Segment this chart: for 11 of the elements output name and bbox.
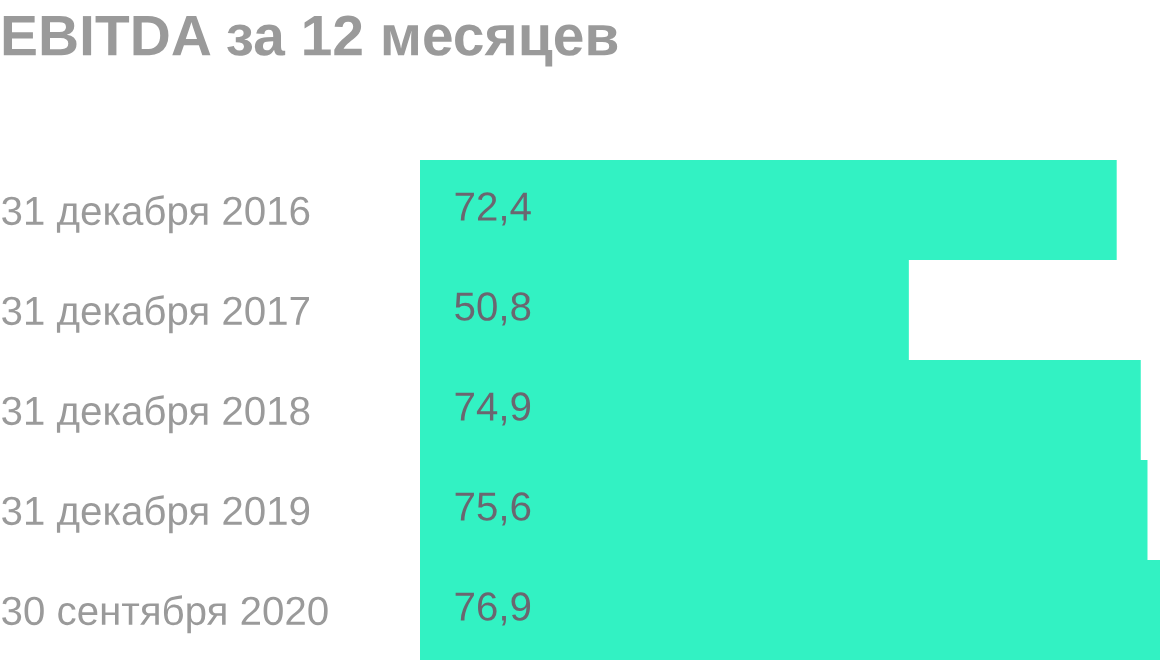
y-tick-label: 31 декабря 2017 bbox=[2, 295, 309, 334]
data-label: 74,9 bbox=[455, 392, 531, 426]
chart-title: EBITDA за 12 месяцев bbox=[3, 15, 618, 67]
data-label: 50,8 bbox=[455, 292, 531, 326]
y-tick-label: 31 декабря 2016 bbox=[2, 195, 310, 234]
y-tick-label: 30 сентября 2020 bbox=[2, 595, 328, 634]
y-tick-label: 31 декабря 2019 bbox=[2, 495, 310, 534]
y-tick-label: 31 декабря 2018 bbox=[2, 395, 310, 434]
data-label: 72,4 bbox=[455, 192, 531, 226]
data-label: 75,6 bbox=[455, 492, 531, 526]
data-label: 76,9 bbox=[455, 592, 531, 626]
